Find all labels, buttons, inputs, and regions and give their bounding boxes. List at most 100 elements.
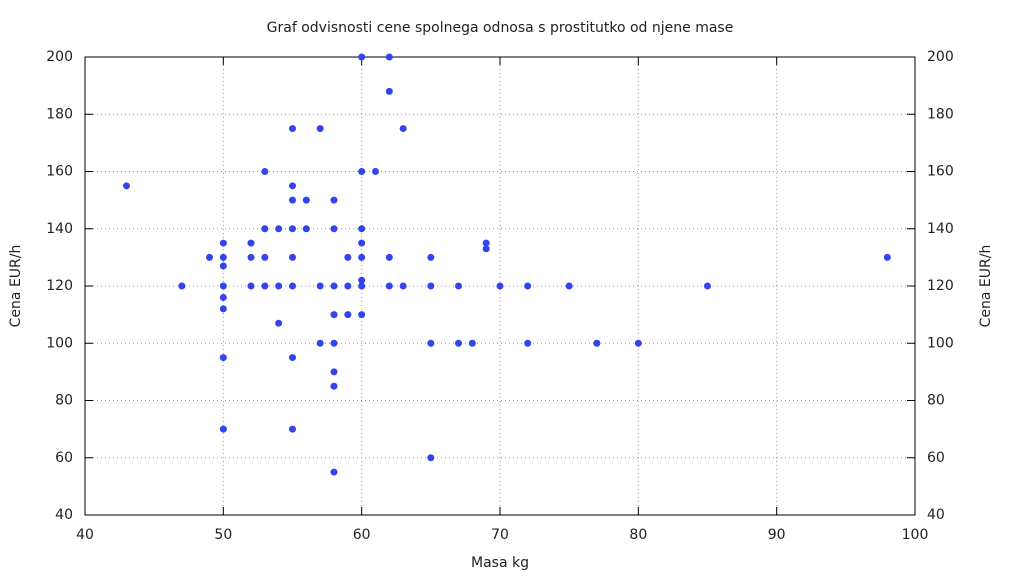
point bbox=[358, 311, 366, 319]
x-tick-label: 70 bbox=[491, 527, 509, 543]
y2-tick-label: 160 bbox=[927, 164, 954, 180]
point bbox=[455, 339, 462, 347]
plot-border bbox=[84, 56, 916, 516]
point bbox=[358, 239, 366, 247]
point bbox=[524, 282, 532, 290]
point bbox=[275, 319, 283, 327]
y2-tick-label: 140 bbox=[927, 221, 954, 237]
y-tick-label: 100 bbox=[46, 335, 73, 351]
point bbox=[330, 282, 338, 290]
point bbox=[330, 368, 338, 376]
point bbox=[330, 339, 338, 347]
x-axis-label: Masa kg bbox=[471, 555, 529, 571]
point bbox=[289, 225, 296, 233]
point bbox=[219, 305, 227, 313]
point bbox=[219, 262, 227, 270]
y2-tick-label: 120 bbox=[927, 278, 954, 294]
point bbox=[330, 468, 338, 476]
y2-tick-label: 60 bbox=[927, 450, 945, 466]
y2-axis-label: Cena EUR/h bbox=[978, 245, 994, 328]
y2-tick-label: 200 bbox=[927, 49, 954, 65]
point bbox=[261, 282, 269, 290]
x-tick-label: 50 bbox=[214, 527, 232, 543]
point bbox=[385, 87, 393, 95]
point bbox=[302, 196, 310, 204]
y2-tick-label: 180 bbox=[927, 106, 954, 122]
point bbox=[372, 168, 379, 175]
point bbox=[427, 282, 435, 290]
point bbox=[344, 311, 352, 319]
point bbox=[275, 282, 283, 290]
point bbox=[219, 354, 227, 362]
point bbox=[302, 225, 310, 233]
point bbox=[289, 196, 296, 204]
point bbox=[178, 282, 186, 290]
point bbox=[482, 245, 490, 253]
point bbox=[358, 253, 366, 261]
point bbox=[468, 339, 476, 347]
point bbox=[385, 53, 393, 61]
point bbox=[455, 282, 462, 290]
point bbox=[261, 253, 269, 261]
y-tick-label: 160 bbox=[46, 164, 73, 180]
x-tick-label: 100 bbox=[902, 527, 929, 543]
point bbox=[289, 253, 296, 261]
point bbox=[206, 253, 213, 261]
point bbox=[496, 282, 504, 290]
y-axis-label: Cena EUR/h bbox=[8, 245, 24, 328]
point bbox=[330, 311, 338, 319]
point bbox=[247, 253, 255, 261]
point bbox=[247, 239, 255, 247]
point bbox=[358, 53, 366, 61]
x-tick-label: 60 bbox=[353, 527, 371, 543]
point bbox=[289, 182, 296, 190]
y2-tick-label: 80 bbox=[927, 393, 945, 409]
y2-tick-label: 40 bbox=[927, 507, 945, 523]
point bbox=[593, 339, 601, 347]
point bbox=[289, 125, 296, 133]
point bbox=[219, 293, 227, 301]
point bbox=[883, 253, 891, 261]
point bbox=[330, 196, 338, 204]
point bbox=[482, 239, 490, 247]
point bbox=[427, 339, 435, 347]
point bbox=[427, 253, 435, 261]
y-tick-label: 140 bbox=[46, 221, 73, 237]
point bbox=[123, 182, 130, 190]
point bbox=[316, 339, 324, 347]
x-tick-label: 80 bbox=[629, 527, 647, 543]
point bbox=[219, 239, 227, 247]
point bbox=[330, 382, 338, 390]
point bbox=[385, 282, 393, 290]
point bbox=[261, 225, 269, 233]
point bbox=[358, 282, 366, 290]
y-tick-label: 80 bbox=[55, 393, 73, 409]
point bbox=[358, 276, 366, 284]
point bbox=[330, 225, 338, 233]
point bbox=[316, 125, 324, 133]
point bbox=[385, 253, 393, 261]
point bbox=[704, 282, 711, 290]
point bbox=[219, 282, 227, 290]
point bbox=[399, 125, 407, 133]
point bbox=[261, 168, 269, 175]
point bbox=[399, 282, 407, 290]
point bbox=[289, 425, 296, 433]
x-tick-label: 40 bbox=[76, 527, 94, 543]
y-tick-label: 120 bbox=[46, 278, 73, 294]
y-tick-label: 60 bbox=[55, 450, 73, 466]
point bbox=[565, 282, 573, 290]
x-tick-label: 90 bbox=[768, 527, 786, 543]
y-tick-label: 200 bbox=[46, 49, 73, 65]
point bbox=[219, 253, 227, 261]
point bbox=[289, 282, 296, 290]
y-tick-label: 180 bbox=[46, 106, 73, 122]
point bbox=[219, 425, 227, 433]
point bbox=[358, 168, 366, 175]
point bbox=[634, 339, 642, 347]
point bbox=[344, 253, 352, 261]
point bbox=[427, 454, 435, 462]
point bbox=[358, 225, 366, 233]
